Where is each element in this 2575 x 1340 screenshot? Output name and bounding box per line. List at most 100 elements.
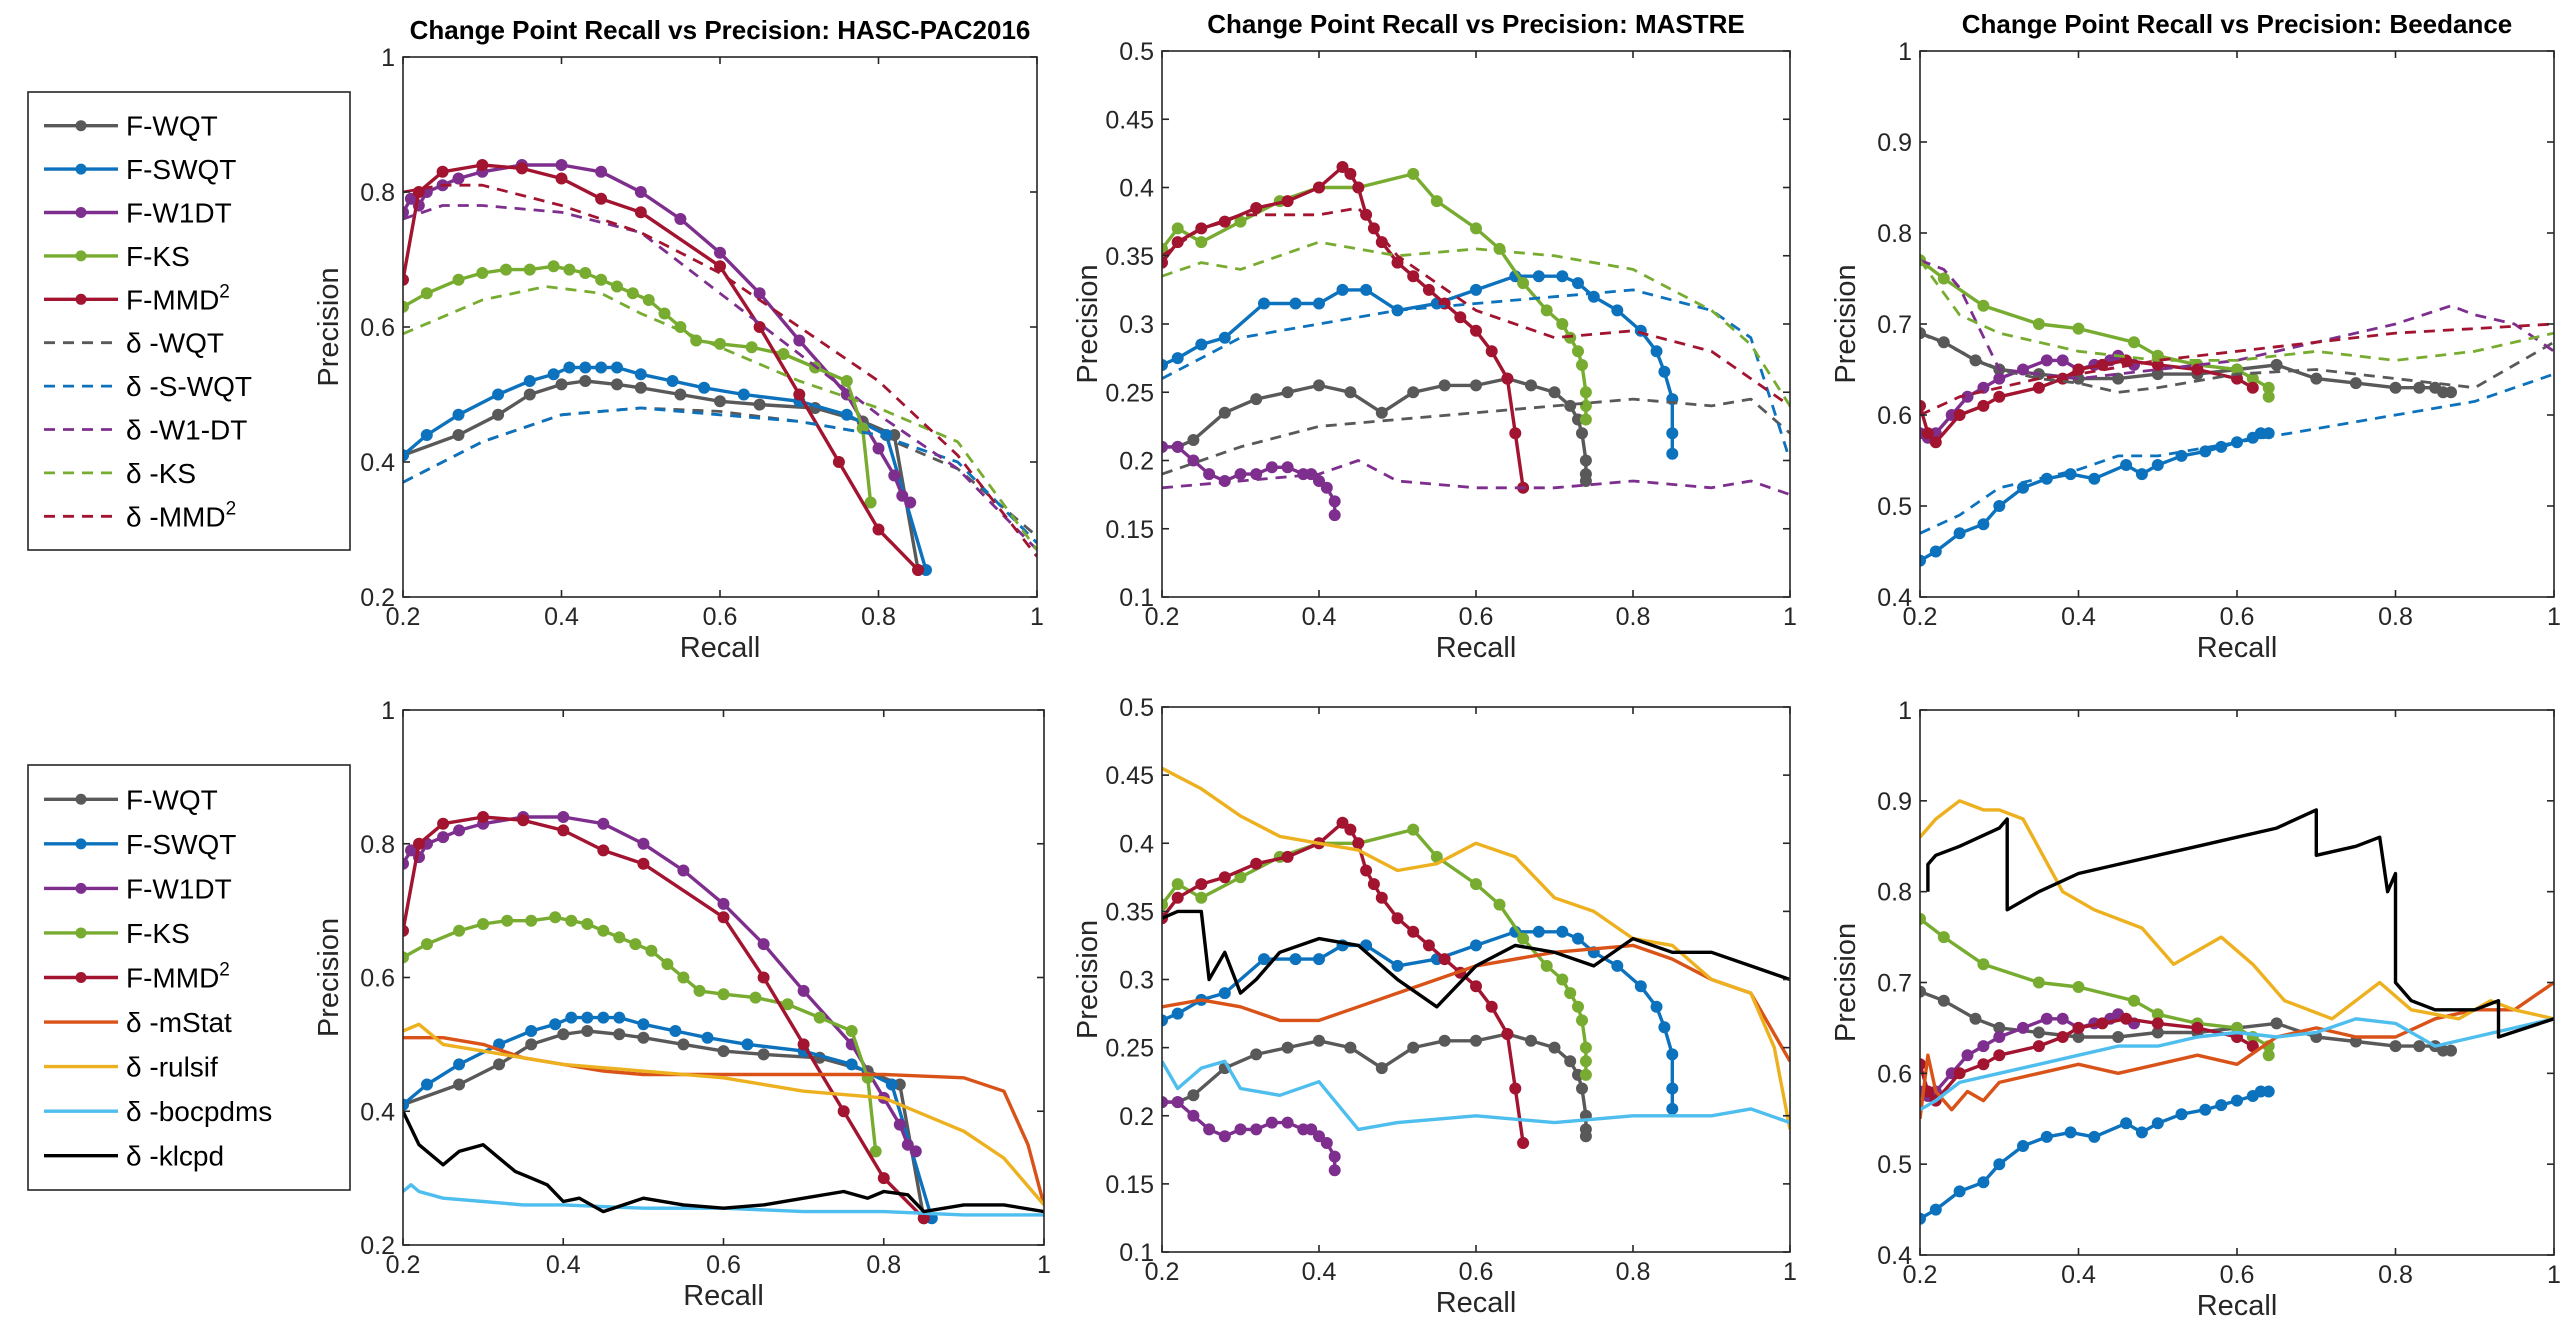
data-point-swqt [1218, 987, 1231, 1000]
data-point-wqt [2445, 1044, 2457, 1057]
data-point-wqt [613, 1028, 626, 1041]
legend-entry-wqt-marker: F-WQT [44, 111, 218, 142]
data-point-w1dt [872, 442, 885, 455]
y-tick-label: 0.5 [1877, 493, 1912, 521]
data-point-wqt [555, 378, 568, 391]
data-point-ks [813, 1011, 826, 1024]
data-point-mmd [1336, 816, 1349, 829]
y-tick-label: 0.6 [360, 965, 395, 993]
data-point-swqt [1572, 932, 1584, 945]
data-point-wqt [1525, 1034, 1537, 1047]
series-line-mmd-marker [403, 815, 926, 1220]
data-point-wqt [1438, 1034, 1451, 1047]
data-point-w1dt [2017, 1021, 2029, 1034]
data-point-mmd [1929, 436, 1942, 449]
data-point-mmd [1977, 399, 1990, 412]
series-layer [403, 159, 1037, 576]
data-point-swqt [1650, 1000, 1663, 1013]
data-point-mmd [2191, 363, 2204, 376]
data-point-w1dt [2056, 354, 2069, 367]
data-point-mmd [555, 172, 568, 185]
data-point-ks [403, 951, 409, 964]
data-point-swqt [741, 1038, 754, 1051]
data-point-swqt [1313, 953, 1325, 966]
data-point-swqt [2088, 472, 2101, 485]
legend-label: F-MMD2 [126, 281, 230, 315]
data-point-ks [1517, 932, 1530, 945]
data-point-w1dt [555, 159, 568, 171]
y-tick-label: 0.8 [360, 179, 395, 207]
data-point-w1dt [797, 984, 810, 997]
legend-marker [75, 882, 87, 894]
data-point-swqt [581, 1011, 594, 1024]
data-point-w1dt [1977, 381, 1990, 394]
series-layer [403, 811, 1044, 1225]
data-point-mmd [1454, 311, 1467, 324]
data-point-swqt [549, 1018, 562, 1031]
data-point-wqt [1407, 386, 1420, 399]
series-layer [1920, 799, 2554, 1225]
data-point-ks [642, 294, 655, 306]
data-point-wqt [1187, 434, 1200, 446]
data-point-wqt [674, 388, 687, 401]
data-point-wqt [1313, 379, 1325, 392]
data-point-w1dt [1187, 1109, 1200, 1122]
data-point-swqt [523, 375, 536, 387]
y-tick-label: 0.4 [360, 449, 395, 477]
x-tick-label: 0.6 [1459, 1258, 1494, 1286]
data-point-mmd [1336, 161, 1349, 173]
data-point-ks [864, 496, 877, 509]
legend-entry-bocpdms-solid: δ -bocpdms [44, 1096, 272, 1127]
legend-2: F-WQT F-SWQT F-W1DT F-KS F-MMD2 δ -mStat δ -ru… [27, 764, 351, 1191]
data-point-swqt [1953, 527, 1966, 540]
legend-marker [75, 293, 87, 305]
chart-panel-1: 0.2 0.4 0.6 0.8 1 0.2 0.4 0.6 0.8 1 Recall Precisio… [313, 15, 1044, 664]
data-point-ks [476, 267, 489, 279]
legend-label: δ -S-WQT [126, 371, 252, 402]
data-point-wqt [2310, 372, 2323, 385]
x-tick-label: 0.8 [1616, 1258, 1651, 1286]
data-point-swqt [701, 1031, 714, 1044]
data-point-ks [2072, 322, 2085, 335]
data-point-w1dt [1328, 1164, 1341, 1177]
x-axis-label: Recall [1436, 1287, 1517, 1319]
y-tick-label: 0.5 [1119, 38, 1154, 66]
data-point-wqt [2032, 1026, 2045, 1039]
legend-entry-ks-marker: F-KS [44, 241, 190, 272]
data-point-ks [856, 422, 869, 435]
data-point-mmd [837, 1105, 850, 1118]
data-point-swqt [1391, 959, 1404, 972]
x-tick-label: 1 [1783, 603, 1797, 631]
series-line-rulsif-solid [1162, 766, 1790, 1130]
data-point-ks [477, 918, 490, 930]
x-tick-label: 0.6 [703, 603, 738, 631]
y-axis-label: Precision [1072, 264, 1104, 383]
data-point-swqt [840, 408, 853, 421]
y-tick-label: 0.4 [360, 1098, 395, 1126]
data-point-wqt [1281, 386, 1294, 399]
data-point-swqt [421, 1078, 433, 1091]
data-point-w1dt [888, 469, 901, 482]
data-point-mmd [2120, 1012, 2133, 1025]
y-tick-label: 0.1 [1119, 1239, 1154, 1267]
data-point-ks [1171, 222, 1184, 235]
y-tick-label: 0.8 [360, 831, 395, 859]
data-point-swqt [1666, 1082, 1679, 1095]
data-point-wqt [1250, 393, 1263, 406]
data-point-ks [1977, 299, 1990, 312]
data-point-swqt [2064, 1126, 2077, 1139]
data-point-mmd [1470, 324, 1482, 337]
data-point-swqt [1572, 277, 1584, 290]
x-axis-label: Recall [2197, 632, 2278, 664]
data-point-mmd [1509, 1082, 1522, 1095]
chart-panel-4: 0.2 0.4 0.6 0.8 1 0.2 0.4 0.6 0.8 1 Recall Precisio… [313, 697, 1051, 1312]
x-tick-label: 0.8 [2378, 603, 2413, 631]
series-line-klcpd-solid [1926, 808, 2554, 1039]
data-point-ks [547, 260, 560, 273]
data-point-ks [1920, 912, 1926, 925]
data-point-mmd [2191, 1021, 2204, 1034]
data-point-swqt [403, 1098, 409, 1111]
data-point-wqt [714, 395, 726, 408]
data-point-w1dt [1328, 495, 1341, 508]
data-point-wqt [1579, 1130, 1592, 1143]
